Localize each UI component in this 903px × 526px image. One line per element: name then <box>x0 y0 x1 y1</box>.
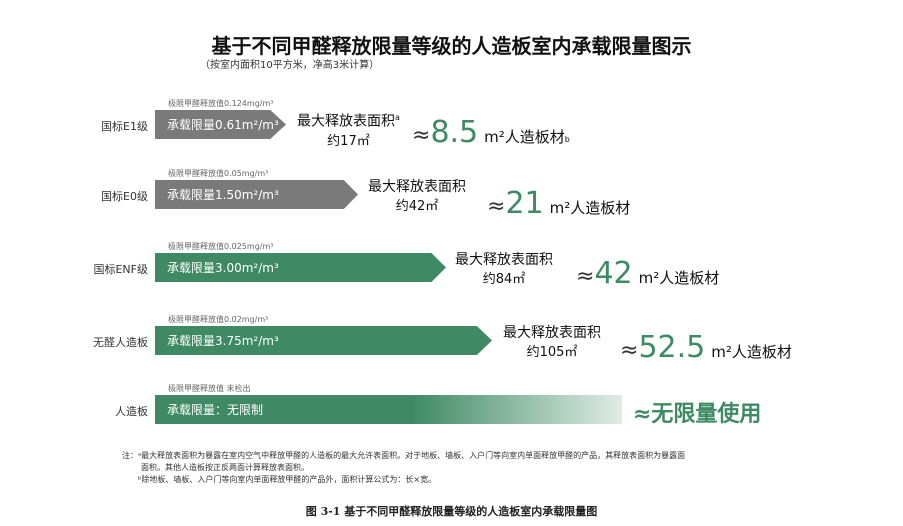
row-label-e0: 国标E0级 <box>101 190 148 203</box>
max-area-e0: 最大释放表面积 约42㎡ <box>368 178 466 216</box>
approx-sign: ≈ <box>487 194 506 219</box>
note-a-line2: 面积。其他人造板按正反两面计算释放表面积。 <box>141 463 309 472</box>
max-area-enf: 最大释放表面积 约84㎡ <box>455 251 553 289</box>
result-no-formaldehyde: ≈52.5 m²人造板材 <box>620 330 792 365</box>
result-unit: m²人造板材 <box>711 343 792 361</box>
max-area-no-formaldehyde: 最大释放表面积 约105㎡ <box>503 324 601 362</box>
max-area-label: 最大释放表面积 <box>297 113 395 130</box>
result-value: 52.5 <box>638 330 706 365</box>
footnote-a: a <box>395 113 400 122</box>
max-area-label: 最大释放表面积 <box>368 179 466 195</box>
limit-label-no-formaldehyde: 极限甲醛释放值0.02mg/m³ <box>168 315 269 324</box>
result-unit: m²人造板材 <box>549 199 631 217</box>
row-label-board: 人造板 <box>115 405 148 418</box>
row-label-e1: 国标E1级 <box>101 120 148 133</box>
row-label-no-formaldehyde: 无醛人造板 <box>93 336 148 349</box>
approx-sign: ≈ <box>576 264 595 289</box>
max-area-label: 最大释放表面积 <box>455 252 553 268</box>
result-value: 42 <box>594 256 633 291</box>
result-e1: ≈8.5 m²人造板材 b <box>412 115 570 150</box>
max-area-e1: 最大释放表面积a 约17㎡ <box>297 108 400 151</box>
bar-e1: 承载限量0.61m²/m³ <box>155 110 286 139</box>
bar-e0: 承载限量1.50m²/m³ <box>155 180 358 209</box>
result-enf: ≈42 m²人造板材 <box>576 256 719 291</box>
limit-label-enf: 极限甲醛释放值0.025mg/m³ <box>168 242 274 251</box>
max-area-label: 最大释放表面积 <box>503 325 601 341</box>
note-b: ᵇ除地板、墙板、入户门等向室内单面释放甲醛的产品外，面积计算公式为：长×宽。 <box>138 475 437 484</box>
max-area-value: 约105㎡ <box>526 345 578 360</box>
bar-enf: 承载限量3.00m²/m³ <box>155 253 446 282</box>
limit-label-board: 极限甲醛释放值 未检出 <box>168 384 251 393</box>
max-area-value: 约17㎡ <box>327 133 370 149</box>
result-e0: ≈21 m²人造板材 <box>487 186 630 221</box>
bar-board: 承载限量：无限制 <box>155 395 622 424</box>
diagram-title: 基于不同甲醛释放限量等级的人造板室内承载限量图示 <box>211 34 692 58</box>
limit-label-e0: 极限甲醛释放值0.05mg/m³ <box>168 169 269 178</box>
max-area-value: 约84㎡ <box>482 272 526 287</box>
figure-caption: 图 3-1 基于不同甲醛释放限量等级的人造板室内承载限量图 <box>305 505 598 518</box>
result-unit: m²人造板材 <box>638 269 720 287</box>
limit-label-e1: 极限甲醛释放值0.124mg/m³ <box>168 99 274 108</box>
note-a-line1: 注：ᵃ最大释放表面积为暴露在室内空气中释放甲醛的人造板的最大允许表面积。对于地板… <box>122 451 686 460</box>
footnote-b: b <box>564 135 570 144</box>
max-area-value: 约42㎡ <box>395 199 439 214</box>
row-label-enf: 国标ENF级 <box>93 263 148 276</box>
result-unlimited: ≈无限量使用 <box>633 402 762 427</box>
result-value: 21 <box>505 186 544 221</box>
diagram-subtitle: （按室内面积10平方米，净高3米计算） <box>200 60 380 71</box>
approx-sign: ≈ <box>412 123 431 148</box>
bar-no-formaldehyde: 承载限量3.75m²/m³ <box>155 326 492 355</box>
approx-sign: ≈ <box>620 338 639 363</box>
result-unit: m²人造板材 <box>484 128 565 146</box>
result-value: 8.5 <box>430 115 479 150</box>
